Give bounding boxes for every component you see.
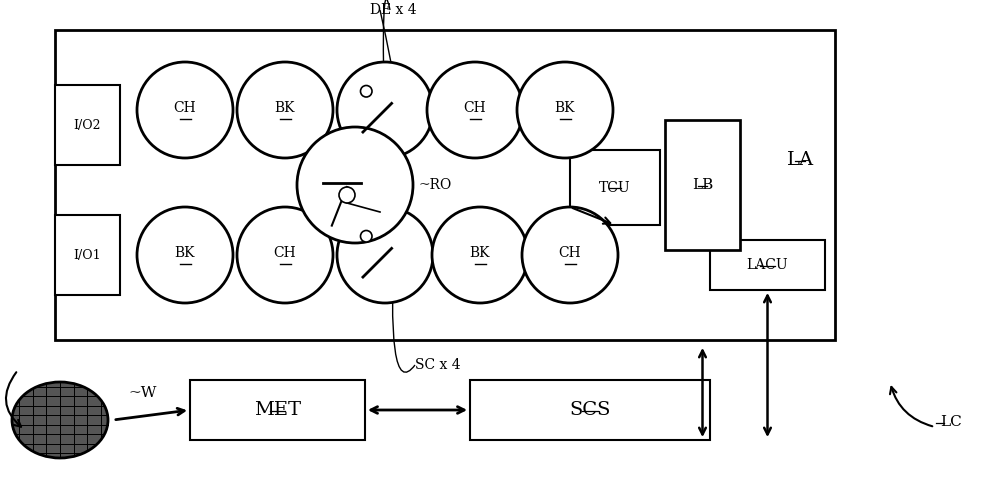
Circle shape: [517, 62, 613, 158]
Text: LB: LB: [692, 178, 713, 192]
Text: DE x 4: DE x 4: [370, 3, 417, 17]
Text: MET: MET: [254, 401, 301, 419]
Text: I/O1: I/O1: [74, 248, 101, 261]
Bar: [665, 120, 740, 250]
Text: BK: BK: [275, 101, 295, 115]
Circle shape: [297, 127, 413, 243]
Text: CH: CH: [174, 101, 196, 115]
Text: LC: LC: [940, 415, 962, 429]
Circle shape: [522, 207, 618, 303]
Bar: [55, 215, 120, 295]
Circle shape: [427, 62, 523, 158]
Bar: [570, 150, 660, 225]
Text: I/O2: I/O2: [74, 118, 101, 132]
Circle shape: [137, 62, 233, 158]
Circle shape: [237, 207, 333, 303]
Circle shape: [339, 187, 355, 203]
Text: SC x 4: SC x 4: [415, 358, 461, 372]
Bar: [470, 380, 710, 440]
Text: LA: LA: [786, 151, 814, 169]
Bar: [710, 240, 825, 290]
Text: SCS: SCS: [569, 401, 611, 419]
Circle shape: [360, 85, 372, 97]
Bar: [190, 380, 365, 440]
Text: ~W: ~W: [128, 386, 156, 400]
Circle shape: [360, 231, 372, 242]
Circle shape: [137, 207, 233, 303]
Circle shape: [432, 207, 528, 303]
Text: BK: BK: [470, 246, 490, 260]
Text: CH: CH: [274, 246, 296, 260]
Text: CH: CH: [559, 246, 581, 260]
Bar: [55, 30, 835, 340]
Text: CH: CH: [464, 101, 486, 115]
Text: BK: BK: [175, 246, 195, 260]
Circle shape: [337, 62, 433, 158]
Text: TCU: TCU: [599, 180, 631, 195]
Circle shape: [337, 207, 433, 303]
Text: ~RO: ~RO: [418, 178, 451, 192]
Ellipse shape: [12, 382, 108, 458]
Text: LACU: LACU: [747, 258, 788, 272]
Bar: [55, 85, 120, 165]
Circle shape: [237, 62, 333, 158]
Text: BK: BK: [555, 101, 575, 115]
